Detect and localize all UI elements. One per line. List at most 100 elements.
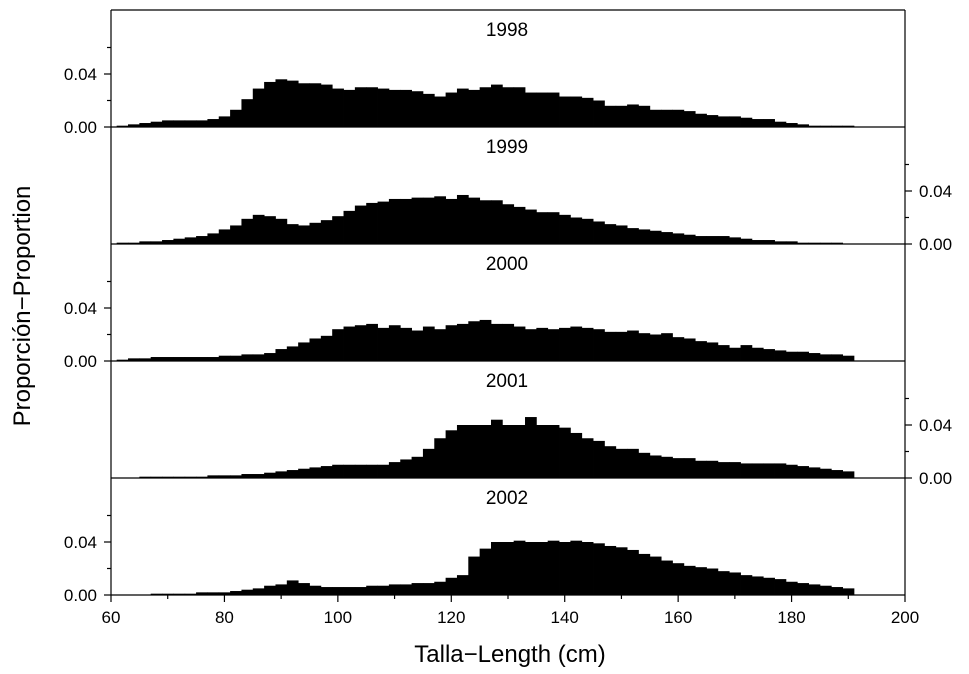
bar-2001-19 [332, 464, 344, 478]
bar-2000-0 [116, 359, 129, 361]
bar-2000-28 [434, 329, 447, 361]
bar-2000-59 [785, 351, 798, 361]
bar-1999-36 [525, 209, 537, 244]
bar-1998-17 [309, 83, 322, 127]
bar-1999-59 [785, 241, 798, 244]
bar-2002-36 [525, 542, 537, 595]
bar-1999-47 [649, 230, 662, 244]
bar-1998-59 [785, 123, 798, 127]
bar-1998-62 [819, 125, 832, 127]
bar-2001-7 [196, 476, 208, 478]
bar-1999-48 [661, 232, 673, 244]
bar-2002-47 [649, 556, 662, 595]
bar-1999-60 [797, 242, 809, 244]
bar-2000-6 [184, 357, 197, 361]
bar-2000-63 [831, 354, 844, 361]
x-tick-label: 60 [102, 608, 121, 627]
bar-2001-30 [456, 425, 469, 478]
bars-2000 [116, 319, 855, 361]
bar-2001-44 [615, 448, 628, 478]
bar-1998-18 [320, 84, 333, 127]
bar-1999-18 [320, 220, 333, 244]
bar-2000-53 [717, 345, 730, 361]
bar-2000-62 [819, 354, 832, 361]
bar-1999-40 [570, 217, 583, 244]
bar-2000-10 [230, 355, 242, 361]
bar-2000-38 [547, 329, 560, 361]
bar-2000-24 [388, 325, 401, 361]
bar-1999-22 [366, 202, 378, 244]
bar-2001-57 [763, 463, 775, 478]
bar-1999-17 [309, 222, 322, 244]
bar-2001-11 [241, 474, 254, 478]
bar-2002-42 [593, 543, 605, 595]
bar-1998-42 [593, 100, 605, 127]
bar-1998-16 [298, 83, 310, 127]
bar-1998-13 [264, 81, 276, 127]
panel-1999: 1999 0.00 0.04 [110, 127, 952, 254]
bar-2000-64 [842, 355, 855, 361]
bar-2000-44 [615, 331, 628, 361]
bar-2000-29 [445, 325, 458, 361]
bar-2002-56 [751, 576, 764, 595]
bar-1999-13 [264, 216, 276, 244]
bar-2002-6 [184, 593, 197, 595]
bar-1998-41 [581, 97, 594, 127]
bar-2000-39 [559, 327, 571, 361]
bar-1998-25 [400, 89, 412, 127]
bar-2000-3 [150, 357, 163, 361]
panel-2001: 2001 0.00 0.04 [110, 361, 952, 488]
bar-2000-11 [241, 354, 254, 361]
bar-2002-41 [581, 542, 594, 595]
bar-2000-31 [468, 321, 481, 361]
bar-2002-8 [207, 592, 220, 595]
bar-2002-44 [615, 547, 628, 595]
bar-2001-54 [729, 462, 741, 478]
bar-1998-12 [252, 88, 265, 127]
bar-2000-33 [490, 323, 503, 361]
bar-2000-8 [207, 357, 220, 361]
bar-1998-64 [842, 125, 855, 127]
y-tick-label: 0.04 [64, 533, 97, 552]
bar-1999-31 [468, 197, 481, 244]
bar-2000-55 [740, 345, 753, 361]
bar-1998-48 [661, 109, 673, 127]
panel-title-2001: 2001 [486, 371, 528, 392]
bar-2002-46 [638, 553, 651, 595]
bar-1999-39 [559, 214, 571, 244]
bar-2002-60 [797, 583, 809, 595]
bar-1998-22 [366, 87, 378, 127]
bar-2002-51 [695, 567, 707, 595]
bar-2000-61 [808, 353, 821, 361]
bar-2001-42 [593, 440, 605, 478]
bar-2001-60 [797, 466, 809, 478]
bar-1999-8 [207, 233, 220, 244]
bar-2002-16 [298, 583, 310, 595]
bar-1999-1 [128, 242, 140, 244]
bar-2000-49 [672, 337, 685, 361]
bar-2000-19 [332, 329, 344, 361]
bar-2002-49 [672, 563, 685, 595]
bar-1999-19 [332, 216, 344, 244]
bar-1999-34 [502, 204, 515, 244]
bar-2001-17 [309, 467, 322, 478]
bar-2000-47 [649, 334, 662, 361]
bar-2000-25 [400, 327, 412, 361]
bar-2000-41 [581, 327, 594, 361]
bar-2001-45 [627, 448, 639, 478]
bar-2001-14 [275, 471, 288, 478]
bar-1999-53 [717, 236, 730, 244]
bar-1999-5 [173, 238, 186, 244]
bar-2002-15 [286, 580, 299, 595]
bar-1998-24 [388, 89, 401, 127]
bar-2001-31 [468, 425, 481, 478]
bar-2001-61 [808, 467, 821, 478]
bar-1999-4 [162, 240, 174, 244]
bar-1999-30 [456, 194, 469, 244]
bar-2000-12 [252, 354, 265, 361]
bar-1998-60 [797, 124, 809, 127]
bar-2002-50 [683, 565, 696, 595]
bar-1998-30 [456, 88, 469, 127]
bar-1998-7 [196, 120, 208, 127]
panel-title-2000: 2000 [486, 254, 528, 275]
